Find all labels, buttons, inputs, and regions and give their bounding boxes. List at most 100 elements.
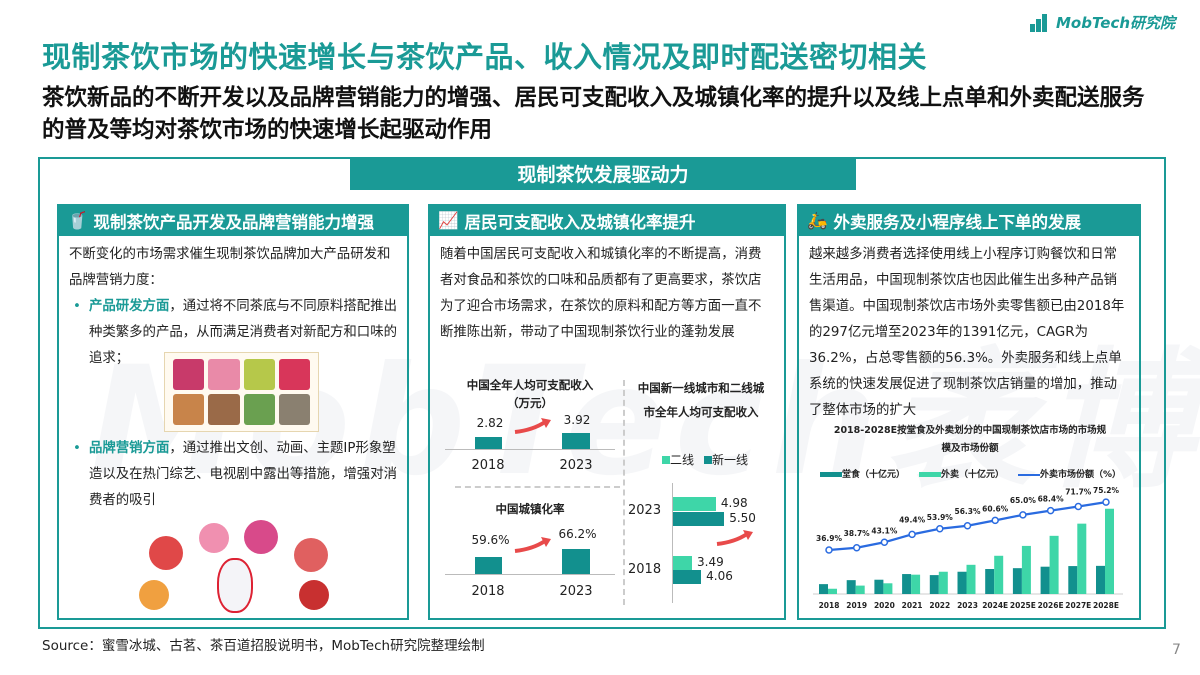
page-number: 7 — [1172, 642, 1181, 658]
y-tick: 2018 — [628, 562, 662, 577]
bar-dine-in-2026E — [1040, 566, 1050, 594]
urban-chart-title: 中国城镇化率 — [495, 502, 565, 516]
x-tick: 2022 — [929, 601, 950, 610]
data-label: 66.2% — [558, 527, 597, 541]
x-tick: 2018 — [471, 458, 505, 473]
hbar-新一线-2018 — [673, 570, 702, 584]
x-tick: 2018 — [471, 584, 505, 599]
share-point — [852, 544, 861, 552]
share-point — [1019, 511, 1027, 519]
bar-dine-in-2024E — [985, 569, 995, 594]
panel-title: 居民可支配收入及城镇化率提升 — [464, 213, 696, 232]
x-tick: 2026E — [1038, 601, 1064, 610]
legend-item: 二线 — [662, 451, 694, 468]
page-title: 现制茶饮市场的快速增长与茶饮产品、收入情况及即时配送密切相关 — [42, 40, 928, 74]
x-tick: 2020 — [874, 601, 895, 610]
legend-item: 外卖（十亿元） — [919, 467, 1004, 480]
share-point — [1046, 506, 1055, 515]
bar-urban-2018 — [475, 557, 502, 574]
x-tick: 2023 — [957, 601, 978, 610]
data-label: 75.2% — [1093, 486, 1120, 495]
panel-income-urbanization: 📈 居民可支配收入及城镇化率提升 随着中国居民可支配收入和城镇化率的不断提高，消费… — [428, 204, 786, 620]
y-tick: 2023 — [628, 503, 662, 518]
hbar-新一线-2023 — [673, 512, 725, 526]
bar-takeaway-2019 — [855, 585, 865, 594]
data-label: 59.6% — [471, 533, 510, 547]
share-point — [991, 516, 999, 525]
axis — [672, 483, 673, 603]
share-point — [825, 546, 833, 554]
bar-dine-in-2021 — [902, 574, 912, 594]
bar-takeaway-2020 — [883, 583, 893, 594]
bar-takeaway-2023 — [966, 564, 976, 594]
page-subtitle: 茶饮新品的不断开发以及品牌营销能力的增强、居民可支配收入及城镇化率的提升以及线上… — [42, 85, 1145, 143]
data-label: 3.92 — [563, 413, 591, 427]
hbar-二线-2023 — [673, 497, 716, 511]
bar-dine-in-2020 — [874, 579, 884, 594]
bar-income-2023 — [562, 433, 590, 449]
bar-dine-in-2019 — [846, 580, 856, 594]
bar-takeaway-2022 — [938, 571, 948, 594]
data-label: 3.49 — [697, 555, 724, 569]
bullet-head: 品牌营销方面 — [89, 441, 170, 456]
data-label: 43.1% — [871, 526, 898, 535]
bar-dine-in-2025E — [1012, 568, 1022, 594]
bar-dine-in-2018 — [819, 584, 828, 594]
market-chart: 2018 2019 2020 2021 2022 2023 2024E 2025E 2026E 2… — [813, 486, 1123, 610]
income-chart-title: 中国全年人均可支配收入 （万元） — [466, 378, 594, 410]
bar-takeaway-2021 — [911, 574, 921, 594]
legend-item: 外卖市场份额（%） — [1018, 467, 1121, 480]
x-tick: 2019 — [846, 601, 867, 610]
growth-arrow-icon — [716, 530, 753, 546]
legend-item: 堂食（十亿元） — [820, 467, 905, 480]
city-chart-title: 中国新一线城市和二线城市全年人均可支配收入 — [637, 381, 765, 419]
cup-icon: 🥤 — [67, 211, 88, 230]
share-point — [908, 530, 916, 539]
data-label: 71.7% — [1065, 488, 1092, 497]
bullet-head: 产品研发方面 — [89, 299, 170, 314]
legend: 堂食（十亿元） 外卖（十亿元） 外卖市场份额（%） — [820, 467, 1121, 480]
data-label: 60.6% — [982, 504, 1009, 513]
share-point — [880, 538, 889, 546]
bar-dine-in-2028E — [1096, 565, 1105, 594]
growth-arrow-icon — [514, 418, 551, 434]
ip-collage-image — [69, 518, 397, 618]
bar-income-2018 — [475, 436, 502, 449]
panel-header: 🛵 外卖服务及小程序线上下单的发展 — [799, 206, 1139, 236]
data-label: 38.7% — [844, 529, 871, 538]
bullet-text: ，通过将不同茶底与不同原料搭配推出种类繁多的产品，从而满足消费者对新配方和口味的… — [89, 299, 397, 366]
market-chart-title: 2018-2028E按堂食及外卖划分的中国现制茶饮店市场的市场规模及市场份额 — [833, 425, 1107, 454]
scooter-icon: 🛵 — [807, 211, 828, 230]
panel-intro: 不断变化的市场需求催生现制茶饮品牌加大产品研发和品牌营销力度： — [69, 247, 391, 288]
source-note: Source：蜜雪冰城、古茗、茶百道招股说明书，MobTech研究院整理绘制 — [42, 638, 485, 654]
data-label: 56.3% — [954, 507, 981, 516]
bar-takeaway-2027E — [1077, 523, 1087, 594]
bar-dine-in-2027E — [1068, 566, 1078, 594]
baseline — [445, 449, 615, 450]
x-tick: 2025E — [1010, 601, 1036, 610]
data-label: 65.0% — [1010, 496, 1037, 505]
x-tick: 2027E — [1065, 601, 1091, 610]
data-label: 5.50 — [729, 511, 756, 525]
growth-arrow-icon — [514, 537, 551, 553]
x-tick: 2023 — [559, 584, 593, 599]
panel-text: 随着中国居民可支配收入和城镇化率的不断提高，消费者对食品和茶饮的口味和品质都有了… — [440, 247, 762, 340]
share-point — [963, 522, 972, 530]
data-label: 4.06 — [706, 569, 733, 583]
divider — [623, 380, 625, 605]
data-label: 68.4% — [1038, 495, 1065, 504]
legend: 二线 新一线 — [662, 451, 748, 468]
x-tick: 2021 — [902, 601, 923, 610]
bar-takeaway-2025E — [1021, 545, 1031, 594]
share-point — [1074, 502, 1083, 511]
hbar-二线-2018 — [673, 556, 693, 570]
share-point — [1102, 498, 1110, 506]
bar-takeaway-2026E — [1049, 535, 1059, 594]
bar-takeaway-2018 — [828, 588, 837, 594]
panel-product-marketing: 🥤 现制茶饮产品开发及品牌营销能力增强 不断变化的市场需求催生现制茶饮品牌加大产品… — [57, 204, 409, 620]
x-tick: 2024E — [982, 601, 1008, 610]
mini-charts: 中国全年人均可支配收入 （万元） 2.82 3.92 2018 2023 中国城镇… — [430, 370, 784, 615]
panel-title: 现制茶饮产品开发及品牌营销能力增强 — [93, 213, 375, 232]
panel-header: 🥤 现制茶饮产品开发及品牌营销能力增强 — [59, 206, 407, 236]
data-label: 4.98 — [720, 496, 748, 510]
